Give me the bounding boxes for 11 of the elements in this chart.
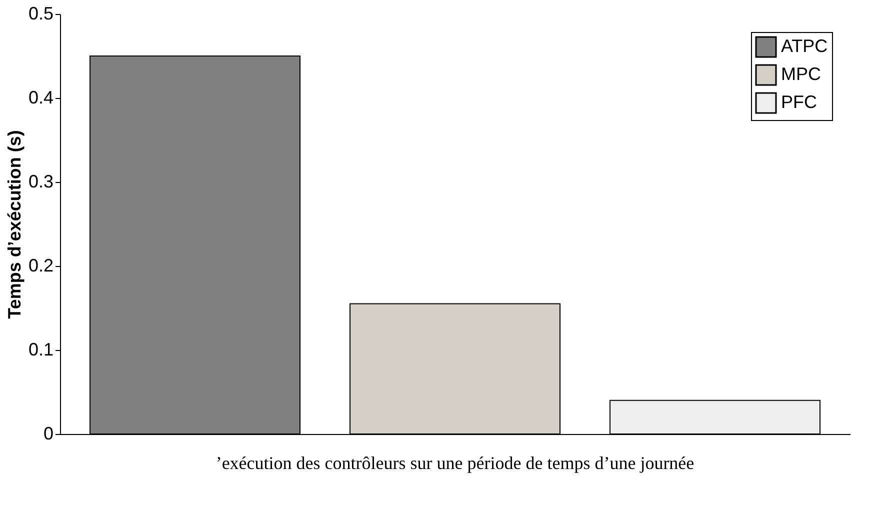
legend-label: ATPC xyxy=(781,36,828,56)
y-axis-title: Temps d’exécution (s) xyxy=(4,130,24,319)
y-tick-label: 0.2 xyxy=(28,256,54,276)
text: ’exécution des contrôleurs sur une période de temps d’une journée xyxy=(216,453,694,473)
y-tick-label: 0.4 xyxy=(28,88,54,108)
y-tick-label: 0.3 xyxy=(28,172,54,192)
legend-label: PFC xyxy=(781,92,817,112)
legend-label: MPC xyxy=(781,64,821,84)
y-tick-label: 0.5 xyxy=(28,4,54,24)
y-tick-label: 0.1 xyxy=(28,340,54,360)
y-tick-label: 0 xyxy=(43,424,54,444)
